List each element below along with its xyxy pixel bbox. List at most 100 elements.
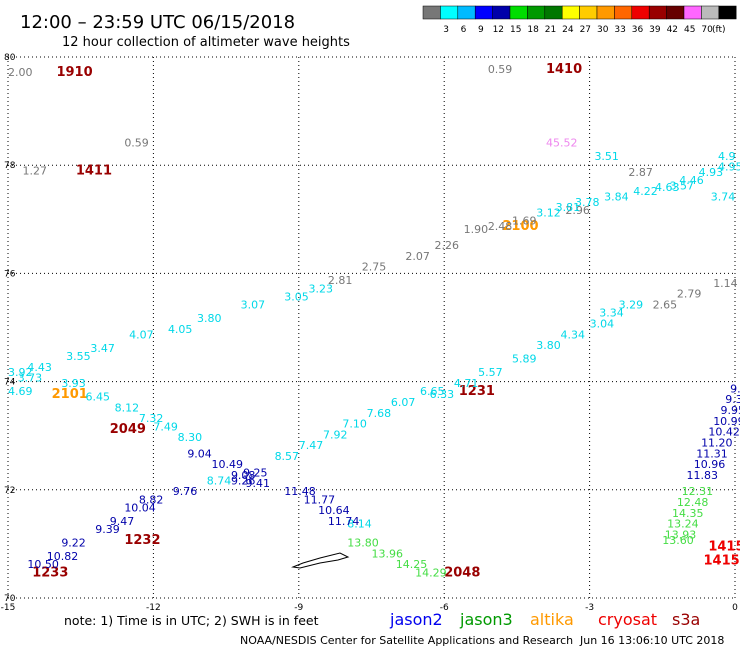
legend-swatch	[561, 5, 580, 20]
swh-value: 2.00	[8, 66, 33, 79]
y-tick-label: 72	[4, 486, 15, 496]
axis-ticks: -15 -12 -9 -6 -3 0 70 72 74 76 78 80	[1, 53, 738, 613]
footer-timestamp: Jun 16 13:06:10 UTC 2018	[579, 634, 724, 647]
legend-label: 70	[701, 25, 713, 35]
y-tick-label: 70	[4, 594, 16, 604]
swh-value: 6.65	[420, 385, 445, 398]
swh-value: 45.52	[546, 136, 578, 149]
swh-value: 11.77	[304, 493, 336, 506]
swh-value: 3.47	[90, 342, 115, 355]
swh-value: 14.35	[672, 507, 704, 520]
swh-value: 6.07	[391, 396, 416, 409]
swh-value: 7.92	[323, 428, 348, 441]
legend-swatch	[596, 5, 615, 20]
swh-value: 10.04	[124, 501, 156, 514]
chart-subtitle: 12 hour collection of altimeter wave hei…	[62, 35, 350, 50]
swh-value: 7.68	[367, 407, 392, 420]
legend-swatch	[457, 5, 476, 20]
swh-value: 10.82	[47, 550, 78, 563]
swh-value: 0.59	[124, 136, 149, 149]
legend-swatch	[683, 5, 702, 20]
swh-value: 12.48	[677, 496, 709, 509]
swh-value: 9.	[730, 382, 740, 395]
legend-label: 18	[527, 25, 539, 35]
legend-swatch	[701, 5, 720, 20]
legend-label: 24	[562, 25, 574, 35]
legend-unit: (ft)	[712, 25, 726, 35]
legend-swatch	[544, 5, 563, 20]
pass-time-label: 1411	[76, 163, 112, 178]
swh-value: 2.75	[362, 261, 387, 274]
satellite-name: jason2	[389, 610, 443, 629]
swh-value: 4.69	[8, 385, 33, 398]
swh-value: 3.73	[18, 372, 43, 385]
legend-swatch	[492, 5, 511, 20]
legend-swatch	[648, 5, 667, 20]
swh-value: 3.84	[604, 190, 629, 203]
swh-value: 9.47	[110, 515, 135, 528]
legend-swatch	[422, 5, 441, 20]
swh-value: 0.59	[488, 63, 513, 76]
swh-value: 4.43	[27, 361, 51, 374]
legend-swatch	[440, 5, 459, 20]
swh-value: 9.76	[173, 485, 198, 498]
legend-label: 3	[443, 25, 449, 35]
legend-swatch	[631, 5, 650, 20]
swh-value: 13.60	[662, 534, 694, 547]
swh-value: 2.26	[435, 239, 460, 252]
swh-value: 1.14	[713, 277, 738, 290]
swh-value: 10.42	[708, 426, 740, 439]
swh-value: 1.69	[512, 215, 537, 228]
swh-value: 8.12	[115, 401, 140, 414]
swh-value: 14.25	[396, 558, 428, 571]
legend-label: 6	[461, 25, 467, 35]
footer-note: note: 1) Time is in UTC; 2) SWH is in fe…	[64, 613, 319, 628]
swh-value: 8.82	[139, 493, 164, 506]
swh-value: 5.89	[512, 353, 537, 366]
swh-value: 3.93	[61, 377, 86, 390]
swh-value: 4.71	[454, 377, 479, 390]
swh-value: 2.81	[328, 274, 353, 287]
y-tick-label: 80	[4, 53, 16, 63]
legend-swatch	[527, 5, 546, 20]
legend-label: 15	[510, 25, 521, 35]
legend-label: 42	[667, 25, 678, 35]
pass-time-label: 1232	[124, 533, 160, 548]
swh-value: 1.90	[464, 223, 489, 236]
swh-value: 6.45	[86, 391, 111, 404]
pass-time-label: 1910	[56, 65, 92, 80]
swh-value: 11.74	[328, 515, 360, 528]
swh-value: 4.93	[699, 166, 724, 179]
legend-label: 39	[649, 25, 661, 35]
swh-value: 9.95	[720, 404, 740, 417]
swh-value: 10.64	[318, 504, 350, 517]
swh-value: 7.49	[153, 420, 178, 433]
swh-value: 3.55	[66, 350, 91, 363]
swh-value: 10.49	[212, 458, 244, 471]
legend-swatch	[666, 5, 685, 20]
satellite-name: altika	[530, 610, 574, 629]
swh-value: 13.96	[372, 547, 404, 560]
pass-time-label: 1231	[459, 384, 495, 399]
satellite-name: cryosat	[598, 610, 657, 629]
y-tick-label: 74	[4, 378, 16, 388]
swh-value: 3.07	[241, 299, 266, 312]
swh-value: 9.08	[231, 469, 256, 482]
swh-value: 4.07	[129, 328, 154, 341]
swh-value: 3.05	[284, 290, 309, 303]
swh-value: 7.32	[139, 412, 164, 425]
swh-value: 11.83	[687, 469, 719, 482]
swh-value: 3.80	[536, 339, 561, 352]
swh-value: 8.30	[178, 431, 203, 444]
swh-value: 10.50	[27, 558, 58, 571]
satellite-legend: jason2 jason3 altika cryosat s3a	[389, 610, 700, 629]
swh-value: 3.57	[670, 180, 695, 193]
swh-value: 3.74	[711, 190, 736, 203]
swh-value: 11.20	[701, 437, 733, 450]
satellite-name: jason3	[459, 610, 513, 629]
legend-label: 36	[632, 25, 644, 35]
swh-value: 1.27	[23, 164, 48, 177]
swh-value: 4.34	[561, 328, 586, 341]
legend-swatch	[509, 5, 528, 20]
swh-value: 9.26	[231, 474, 256, 487]
